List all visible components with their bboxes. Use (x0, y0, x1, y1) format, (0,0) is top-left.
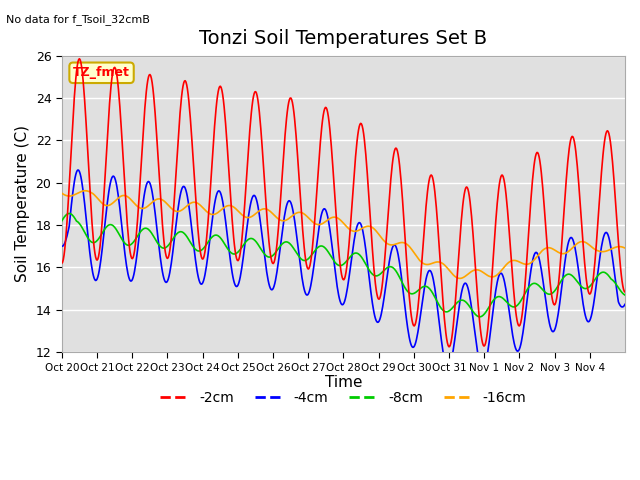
Title: Tonzi Soil Temperatures Set B: Tonzi Soil Temperatures Set B (200, 29, 488, 48)
Legend: -2cm, -4cm, -8cm, -16cm: -2cm, -4cm, -8cm, -16cm (155, 385, 532, 410)
Text: TZ_fmet: TZ_fmet (73, 66, 130, 79)
Y-axis label: Soil Temperature (C): Soil Temperature (C) (15, 125, 30, 282)
Text: No data for f_Tsoil_32cmB: No data for f_Tsoil_32cmB (6, 14, 150, 25)
X-axis label: Time: Time (324, 375, 362, 390)
